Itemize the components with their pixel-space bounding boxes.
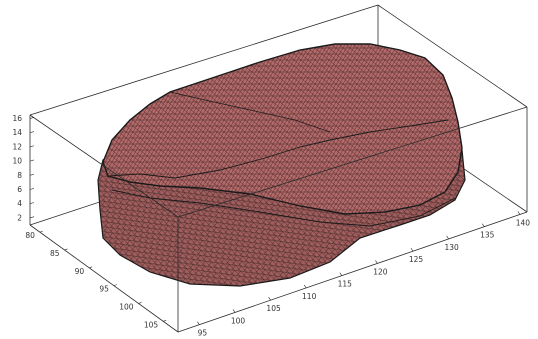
z-tick-label: 14 xyxy=(12,128,22,137)
axes-box-front xyxy=(29,106,528,333)
y-tick-label: 105 xyxy=(144,320,159,329)
x-tick-mark xyxy=(303,284,307,289)
x-tick-label: 105 xyxy=(266,304,281,313)
mesh-body-top xyxy=(102,43,463,215)
x-tick-label: 95 xyxy=(198,329,208,338)
z-tick-label: 4 xyxy=(17,199,22,208)
z-tick-mark xyxy=(29,117,35,119)
z-tick-mark xyxy=(29,131,35,134)
x-tick-mark xyxy=(482,223,485,227)
x-tick-mark xyxy=(197,321,200,325)
y-tick-label: 90 xyxy=(75,267,85,276)
x-tick-label: 120 xyxy=(373,267,388,276)
z-tick-mark xyxy=(29,145,35,148)
y-tick-label: 100 xyxy=(119,302,134,311)
x-tick-mark xyxy=(232,309,236,313)
x-tick-mark xyxy=(375,260,378,264)
z-tick-mark xyxy=(29,202,35,204)
z-tick-label: 8 xyxy=(17,171,22,180)
x-axis: 95 100 105 110 115 120 125 130 135 140 xyxy=(197,211,531,338)
y-tick-label: 80 xyxy=(25,231,35,240)
x-tick-mark xyxy=(446,235,449,240)
mesh-surface xyxy=(97,43,466,287)
z-tick-mark xyxy=(29,173,35,176)
x-tick-label: 125 xyxy=(409,255,424,264)
y-tick-mark xyxy=(89,266,93,269)
x-tick-label: 100 xyxy=(231,316,246,325)
z-tick-mark xyxy=(29,159,35,162)
y-tick-mark xyxy=(113,284,117,286)
x-tick-mark xyxy=(268,296,271,301)
z-tick-label: 6 xyxy=(17,185,22,194)
x-tick-mark xyxy=(517,211,521,215)
x-tick-mark xyxy=(339,272,343,276)
y-axis: 80 85 90 95 100 105 xyxy=(25,230,167,329)
y-tick-mark xyxy=(163,320,167,322)
y-tick-mark xyxy=(64,248,68,251)
z-tick-label: 10 xyxy=(12,157,22,166)
z-axis: 2 4 6 8 10 12 14 16 xyxy=(12,114,35,222)
z-tick-label: 12 xyxy=(12,142,22,151)
z-tick-label: 2 xyxy=(17,213,22,222)
y-tick-label: 95 xyxy=(99,285,109,294)
z-tick-label: 16 xyxy=(12,114,22,123)
mesh-ridge-line-3 xyxy=(169,91,331,133)
x-tick-label: 135 xyxy=(480,231,495,240)
y-tick-mark xyxy=(39,230,43,233)
x-tick-mark xyxy=(410,248,414,252)
x-tick-label: 140 xyxy=(516,218,531,227)
mesh-ridge-line xyxy=(107,119,449,179)
mesh-ridge-line-2 xyxy=(111,189,456,227)
x-tick-label: 130 xyxy=(444,243,459,252)
x-tick-label: 110 xyxy=(302,292,317,301)
y-tick-label: 85 xyxy=(50,249,60,258)
z-tick-mark xyxy=(29,216,35,219)
x-tick-label: 115 xyxy=(338,280,353,289)
y-tick-mark xyxy=(138,302,142,304)
z-tick-mark xyxy=(29,188,35,190)
